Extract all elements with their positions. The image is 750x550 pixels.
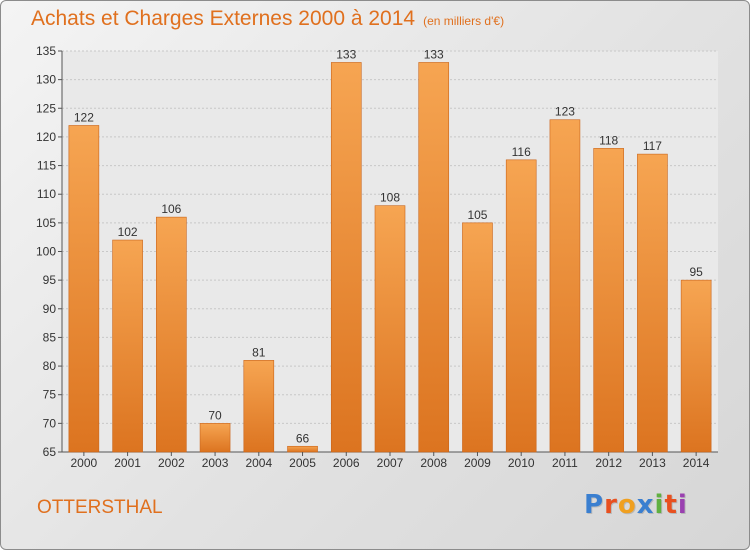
logo-letter: i	[677, 490, 688, 520]
bar	[68, 125, 100, 453]
bar	[462, 222, 493, 453]
y-tick-label: 120	[36, 130, 56, 144]
bar	[593, 148, 624, 453]
title-text: Achats et Charges Externes 2000 à 2014	[31, 7, 416, 30]
y-tick-label: 75	[43, 388, 57, 402]
y-tick-label: 115	[37, 159, 56, 173]
bar	[637, 153, 668, 453]
bar-value-label: 122	[74, 110, 94, 124]
x-tick-label: 2002	[158, 456, 185, 470]
bar	[112, 239, 143, 453]
chart-subtitle: (en milliers d'€)	[423, 14, 505, 28]
logo-letter: i	[654, 490, 665, 520]
x-tick-label: 2008	[420, 456, 447, 470]
bar-value-label: 117	[643, 139, 662, 153]
bar	[549, 119, 581, 453]
x-tick-label: 2003	[202, 456, 229, 470]
bar-value-label: 118	[599, 133, 618, 147]
x-tick-label: 2000	[71, 456, 98, 470]
x-tick-label: 2006	[333, 456, 360, 470]
y-tick-label: 110	[37, 187, 56, 201]
bar	[330, 62, 362, 453]
bar	[418, 62, 450, 453]
x-tick-label: 2005	[289, 456, 316, 470]
y-tick-label: 80	[43, 359, 57, 373]
logo-letter: r	[604, 490, 618, 520]
bar-value-label: 102	[118, 225, 138, 239]
y-tick-label: 70	[43, 416, 57, 430]
x-tick-label: 2001	[114, 456, 141, 470]
bar-value-label: 106	[161, 202, 181, 216]
bar-value-label: 70	[208, 408, 222, 422]
bar-value-label: 108	[380, 191, 400, 205]
x-tick-label: 2014	[683, 456, 710, 470]
bar-value-label: 133	[424, 47, 444, 61]
bar	[199, 423, 231, 453]
bar	[680, 279, 712, 453]
chart-title: Achats et Charges Externes 2000 à 2014 (e…	[31, 7, 504, 31]
commune-name: OTTERSTHAL	[37, 497, 163, 518]
x-tick-label: 2011	[552, 456, 578, 470]
bar-value-label: 133	[336, 47, 356, 61]
x-tick-label: 2007	[377, 456, 404, 470]
y-tick-label: 95	[43, 273, 57, 287]
y-tick-label: 130	[36, 73, 56, 87]
bar-value-label: 123	[555, 105, 575, 119]
x-tick-label: 2010	[508, 456, 535, 470]
bar-value-label: 105	[467, 208, 487, 222]
logo-letter: x	[636, 490, 655, 520]
y-tick-label: 85	[43, 330, 57, 344]
bar-value-label: 81	[252, 345, 266, 359]
bar	[374, 205, 406, 453]
bar	[156, 216, 187, 453]
bar-value-label: 66	[296, 431, 310, 445]
logo-letter: P	[584, 490, 605, 520]
y-tick-label: 105	[36, 216, 56, 230]
bar-value-label: 116	[512, 145, 531, 159]
x-tick-label: 2009	[464, 456, 491, 470]
y-tick-label: 90	[43, 302, 57, 316]
proxiti-logo: Proxiti	[584, 490, 688, 520]
bar	[505, 159, 537, 453]
bar	[243, 360, 275, 453]
y-tick-label: 135	[36, 44, 56, 58]
logo-letter: o	[617, 490, 637, 520]
x-tick-label: 2004	[245, 456, 272, 470]
y-tick-label: 65	[43, 445, 57, 459]
bar-value-label: 95	[689, 265, 703, 279]
x-tick-label: 2012	[595, 456, 622, 470]
y-tick-label: 100	[36, 245, 56, 259]
bar	[287, 445, 318, 453]
logo-letter: t	[664, 490, 678, 520]
y-tick-label: 125	[36, 101, 56, 115]
x-tick-label: 2013	[639, 456, 666, 470]
